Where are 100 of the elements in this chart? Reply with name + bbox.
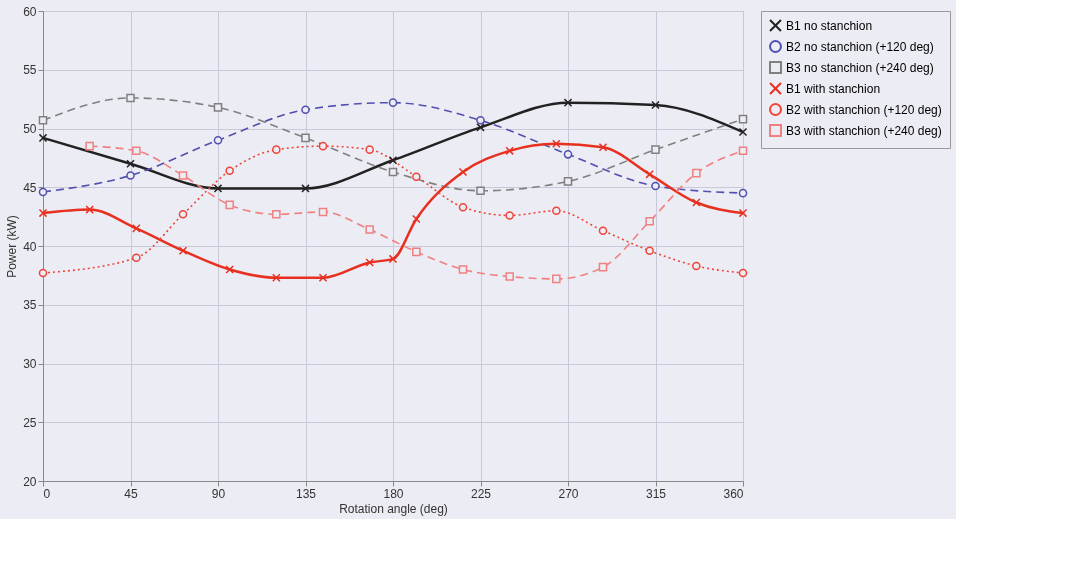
point: [178, 210, 188, 219]
legend-label: B1 with stanchion: [786, 81, 881, 96]
y-tick-label: 50: [23, 122, 37, 136]
point: [651, 181, 660, 191]
point: [412, 172, 421, 181]
point: [738, 268, 748, 278]
y-tick-label: 45: [23, 180, 37, 195]
point: [38, 268, 48, 278]
y-tick-label: 40: [23, 239, 37, 254]
point: [412, 247, 421, 257]
point: [301, 184, 310, 193]
point: [738, 114, 748, 124]
point: [318, 141, 328, 151]
point: [563, 150, 573, 159]
point: [213, 135, 223, 145]
point: [388, 98, 398, 107]
x-tick-label: 180: [383, 486, 404, 501]
point: [272, 145, 281, 154]
point: [458, 202, 468, 212]
point: [651, 145, 660, 154]
y-tick-label: 35: [23, 298, 37, 313]
legend-label: B2 no stanchion (+120 deg): [786, 39, 934, 54]
point: [365, 225, 374, 234]
point: [85, 141, 94, 151]
point: [563, 98, 573, 107]
legend-label: B3 with stanchion (+240 deg): [786, 123, 942, 138]
point: [645, 170, 654, 179]
x-tick-label: 225: [470, 486, 492, 501]
y-tick-label: 30: [23, 357, 37, 371]
point: [738, 127, 748, 137]
point: [38, 208, 48, 218]
point: [272, 209, 281, 219]
point: [132, 224, 141, 233]
point: [38, 133, 48, 143]
x-tick-label: 315: [645, 486, 667, 501]
point: [738, 208, 748, 218]
point: [738, 188, 748, 198]
point: [552, 139, 561, 149]
x-tick-label: 0: [43, 486, 51, 501]
point: [301, 133, 310, 143]
point: [126, 93, 135, 103]
point: [178, 246, 188, 255]
point: [38, 115, 48, 125]
point: [126, 171, 135, 180]
point: [126, 159, 135, 169]
x-tick-label: 270: [558, 486, 579, 501]
legend-label: B2 with stanchion (+120 deg): [786, 102, 942, 117]
point: [563, 177, 573, 186]
point: [178, 171, 188, 180]
y-axis-title: Power (kW): [5, 215, 20, 278]
x-tick-label: 90: [211, 486, 226, 501]
point: [476, 123, 485, 132]
y-tick-label: 55: [23, 63, 37, 78]
point: [388, 155, 398, 165]
y-tick-label: 20: [23, 474, 37, 489]
y-tick-label: 25: [23, 415, 37, 430]
point: [738, 146, 748, 156]
y-tick-label: 60: [23, 4, 37, 19]
point: [225, 265, 234, 274]
point: [388, 254, 398, 264]
point: [318, 207, 328, 217]
point: [476, 186, 485, 196]
point: [645, 217, 654, 226]
x-tick-label: 360: [723, 486, 744, 501]
point: [458, 167, 468, 177]
point: [213, 184, 223, 193]
point: [598, 262, 608, 272]
point: [213, 103, 223, 112]
point: [318, 273, 328, 283]
point: [365, 258, 374, 267]
point: [651, 100, 660, 110]
point: [301, 105, 310, 114]
point: [458, 265, 468, 274]
point: [272, 273, 281, 283]
point: [505, 272, 514, 281]
point: [132, 146, 141, 156]
point: [645, 246, 654, 255]
point: [505, 146, 514, 156]
legend-label: B1 no stanchion: [786, 18, 873, 33]
point: [476, 116, 485, 125]
point: [412, 214, 421, 224]
point: [692, 261, 701, 271]
point: [388, 167, 398, 177]
point: [505, 211, 514, 220]
point: [38, 187, 48, 197]
point: [132, 253, 141, 263]
x-axis-title: Rotation angle (deg): [339, 501, 448, 516]
point: [85, 205, 94, 214]
point: [598, 143, 608, 152]
point: [692, 198, 701, 207]
legend-label: B3 no stanchion (+240 deg): [786, 60, 934, 75]
x-tick-label: 135: [295, 486, 317, 501]
point: [225, 200, 234, 210]
point: [598, 226, 608, 235]
point: [365, 145, 374, 154]
point: [692, 168, 701, 178]
x-tick-label: 45: [124, 486, 138, 501]
point: [552, 274, 561, 284]
point: [225, 166, 234, 176]
point: [552, 206, 561, 216]
